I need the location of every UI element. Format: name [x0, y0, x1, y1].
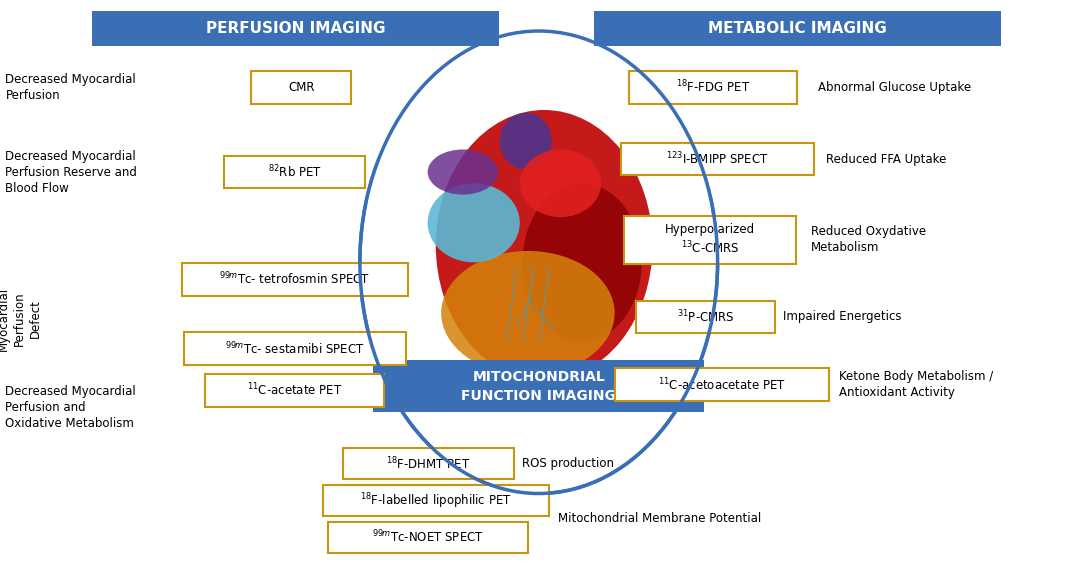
- Ellipse shape: [436, 110, 653, 381]
- FancyBboxPatch shape: [206, 374, 384, 407]
- FancyBboxPatch shape: [373, 360, 705, 412]
- Ellipse shape: [365, 15, 712, 464]
- FancyBboxPatch shape: [636, 301, 775, 333]
- Text: Decreased Myocardial
Perfusion and
Oxidative Metabolism: Decreased Myocardial Perfusion and Oxida…: [5, 385, 137, 430]
- FancyBboxPatch shape: [323, 485, 549, 517]
- Text: MITOCHONDRIAL
FUNCTION IMAGING: MITOCHONDRIAL FUNCTION IMAGING: [462, 370, 616, 403]
- Text: Ketone Body Metabolism /
Antioxidant Activity: Ketone Body Metabolism / Antioxidant Act…: [839, 370, 993, 399]
- Ellipse shape: [427, 149, 499, 195]
- Text: ROS production: ROS production: [522, 457, 615, 470]
- Text: Decreased Myocardial
Perfusion Reserve and
Blood Flow: Decreased Myocardial Perfusion Reserve a…: [5, 149, 138, 195]
- Ellipse shape: [500, 113, 552, 169]
- Ellipse shape: [427, 183, 520, 262]
- Text: $^{18}$F-DHMT PET: $^{18}$F-DHMT PET: [386, 455, 470, 472]
- FancyBboxPatch shape: [182, 263, 408, 296]
- Text: Reduced Oxydative
Metabolism: Reduced Oxydative Metabolism: [811, 225, 926, 254]
- Text: Impaired Energetics: Impaired Energetics: [783, 310, 901, 324]
- Text: $^{99m}$Tc- sestamibi SPECT: $^{99m}$Tc- sestamibi SPECT: [225, 340, 364, 357]
- Text: Decreased Myocardial
Perfusion: Decreased Myocardial Perfusion: [5, 73, 137, 102]
- Text: Mitochondrial Membrane Potential: Mitochondrial Membrane Potential: [558, 512, 761, 526]
- Text: $^{31}$P-CMRS: $^{31}$P-CMRS: [676, 309, 735, 325]
- Text: $^{123}$I-BMIPP SPECT: $^{123}$I-BMIPP SPECT: [667, 151, 769, 168]
- Text: Hyperpolarized
$^{13}$C-CMRS: Hyperpolarized $^{13}$C-CMRS: [664, 223, 756, 256]
- Ellipse shape: [522, 183, 642, 341]
- FancyBboxPatch shape: [629, 71, 798, 104]
- Text: $^{99m}$Tc-NOET SPECT: $^{99m}$Tc-NOET SPECT: [372, 529, 485, 546]
- Text: Abnormal Glucose Uptake: Abnormal Glucose Uptake: [818, 81, 971, 94]
- Text: Myocardial
Perfusion
Defect: Myocardial Perfusion Defect: [0, 287, 42, 351]
- Text: $^{11}$C-acetate PET: $^{11}$C-acetate PET: [247, 382, 343, 399]
- Text: PERFUSION IMAGING: PERFUSION IMAGING: [206, 21, 385, 36]
- FancyBboxPatch shape: [343, 448, 514, 479]
- FancyBboxPatch shape: [615, 368, 829, 401]
- FancyBboxPatch shape: [224, 156, 365, 188]
- FancyBboxPatch shape: [594, 11, 1001, 46]
- Text: METABOLIC IMAGING: METABOLIC IMAGING: [708, 21, 887, 36]
- Ellipse shape: [520, 149, 601, 217]
- Text: $^{11}$C-acetoacetate PET: $^{11}$C-acetoacetate PET: [658, 376, 786, 393]
- FancyBboxPatch shape: [621, 143, 814, 175]
- Text: CMR: CMR: [288, 81, 314, 94]
- FancyBboxPatch shape: [92, 11, 499, 46]
- Text: Reduced FFA Uptake: Reduced FFA Uptake: [826, 152, 946, 166]
- Text: $^{18}$F-labelled lipophilic PET: $^{18}$F-labelled lipophilic PET: [360, 491, 512, 510]
- Ellipse shape: [441, 251, 615, 375]
- FancyBboxPatch shape: [327, 522, 528, 553]
- FancyBboxPatch shape: [624, 216, 796, 264]
- FancyBboxPatch shape: [184, 332, 406, 365]
- Text: $^{99m}$Tc- tetrofosmin SPECT: $^{99m}$Tc- tetrofosmin SPECT: [219, 271, 371, 288]
- Text: $^{82}$Rb PET: $^{82}$Rb PET: [268, 164, 322, 180]
- Text: $^{18}$F-FDG PET: $^{18}$F-FDG PET: [676, 79, 750, 96]
- FancyBboxPatch shape: [251, 71, 351, 104]
